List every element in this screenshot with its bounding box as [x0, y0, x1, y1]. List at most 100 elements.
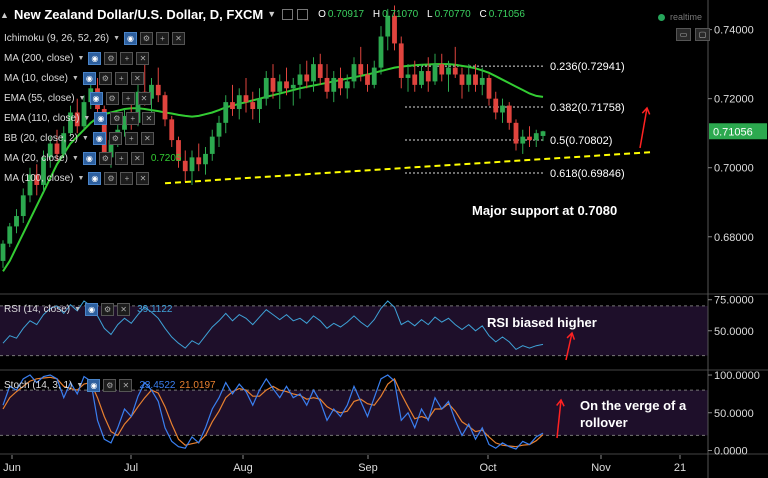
candle-body [432, 64, 438, 82]
indicator-settings-icon[interactable]: ⚙ [140, 31, 153, 45]
candle-body [149, 84, 154, 99]
indicator-dropdown-icon[interactable]: ▼ [83, 114, 91, 122]
candle-body [527, 136, 532, 141]
maximize-icon[interactable]: ▢ [695, 28, 710, 41]
indicator-eye-icon[interactable]: ◉ [94, 111, 108, 125]
indicator-label[interactable]: MA (20, close) [4, 152, 68, 164]
indicator-add-icon[interactable]: + [121, 91, 135, 105]
indicator-dropdown-icon[interactable]: ▼ [71, 74, 79, 82]
indicator-eye-icon[interactable]: ◉ [89, 91, 103, 105]
stoch-settings-icon[interactable]: ⚙ [103, 378, 117, 392]
indicator-add-icon[interactable]: + [124, 131, 138, 145]
indicator-add-icon[interactable]: + [114, 151, 128, 165]
indicator-eye-icon[interactable]: ◉ [88, 171, 102, 185]
price-tick-label: 0.68000 [714, 232, 754, 244]
collapse-icon[interactable]: ▲ [0, 10, 9, 20]
price-tick-label: 0.74000 [714, 25, 754, 37]
indicator-settings-icon[interactable]: ⚙ [110, 111, 124, 125]
indicator-close-icon[interactable]: ✕ [172, 31, 185, 45]
symbol-title[interactable]: New Zealand Dollar/U.S. Dollar, D, FXCM [14, 6, 264, 22]
stoch-close-icon[interactable]: ✕ [119, 378, 133, 392]
candle-body [473, 74, 478, 85]
indicator-settings-icon[interactable]: ⚙ [98, 71, 112, 85]
rsi-eye-icon[interactable]: ◉ [85, 302, 99, 316]
indicator-add-icon[interactable]: + [114, 71, 128, 85]
indicator-eye-icon[interactable]: ◉ [92, 131, 106, 145]
indicator-close-icon[interactable]: ✕ [140, 131, 154, 145]
time-tick-label: Jul [124, 462, 138, 474]
indicator-settings-icon[interactable]: ⚙ [108, 131, 122, 145]
candle-body [277, 81, 283, 92]
indicator-close-icon[interactable]: ✕ [130, 71, 144, 85]
indicator-eye-icon[interactable]: ◉ [82, 71, 96, 85]
indicator-add-icon[interactable]: + [126, 111, 140, 125]
indicator-dropdown-icon[interactable]: ▼ [77, 174, 85, 182]
candle-body [324, 77, 330, 92]
indicator-add-icon[interactable]: + [120, 171, 134, 185]
price-up-arrow-head [641, 106, 651, 115]
indicator-dropdown-icon[interactable]: ▼ [71, 154, 79, 162]
candle-body [385, 15, 391, 37]
indicator-dropdown-icon[interactable]: ▼ [77, 54, 85, 62]
candle-body [74, 112, 80, 127]
candle-body [169, 119, 175, 141]
indicator-label[interactable]: MA (200, close) [4, 52, 74, 64]
indicator-add-icon[interactable]: + [156, 31, 169, 45]
indicator-close-icon[interactable]: ✕ [130, 151, 144, 165]
candle-body [452, 67, 458, 75]
indicator-settings-icon[interactable]: ⚙ [104, 51, 118, 65]
stoch-label[interactable]: Stoch (14, 3, 1) [4, 379, 73, 391]
indicator-dropdown-icon[interactable]: ▼ [113, 34, 120, 42]
indicator-close-icon[interactable]: ✕ [136, 51, 150, 65]
indicator-close-icon[interactable]: ✕ [137, 91, 151, 105]
candle-body [405, 74, 411, 78]
indicator-settings-icon[interactable]: ⚙ [105, 91, 119, 105]
indicator-label[interactable]: MA (10, close) [4, 72, 68, 84]
price-tick-label: 0.72000 [714, 94, 754, 106]
restore-icon[interactable]: ▭ [676, 28, 691, 41]
indicator-settings-icon[interactable]: ⚙ [104, 171, 118, 185]
candle-body [513, 122, 519, 144]
settings-box-icon[interactable] [282, 8, 294, 20]
stoch-tick-label: 100.0000 [714, 370, 760, 382]
time-tick-label: 21 [674, 462, 686, 474]
indicator-label[interactable]: EMA (55, close) [4, 92, 75, 104]
symbol-dropdown-icon[interactable]: ▼ [267, 9, 277, 19]
indicator-dropdown-icon[interactable]: ▼ [78, 94, 86, 102]
candle-body [270, 77, 276, 92]
indicator-dropdown-icon[interactable]: ▼ [81, 134, 89, 142]
stoch-d-value: 21.0197 [179, 379, 216, 391]
candle-body [398, 43, 404, 78]
stoch-dropdown-icon[interactable]: ▼ [76, 381, 84, 389]
candle-body [7, 226, 13, 244]
candle-body [540, 131, 546, 136]
indicator-label[interactable]: MA (100, close) [4, 172, 74, 184]
eye-box-icon[interactable] [297, 8, 309, 20]
candle-body [412, 74, 418, 85]
price-tick-label: 0.70000 [714, 163, 754, 175]
rsi-dropdown-icon[interactable]: ▼ [74, 305, 82, 313]
rsi-settings-icon[interactable]: ⚙ [101, 302, 115, 316]
candle-body [108, 140, 114, 158]
indicator-eye-icon[interactable]: ◉ [88, 51, 102, 65]
rsi-close-icon[interactable]: ✕ [117, 302, 131, 316]
indicator-settings-icon[interactable]: ⚙ [98, 151, 112, 165]
indicator-eye-icon[interactable]: ◉ [124, 31, 137, 45]
indicator-label[interactable]: Ichimoku (9, 26, 52, 26) [4, 32, 110, 44]
indicator-row: MA (10, close) ▼ ◉ ⚙ + ✕ [4, 71, 147, 85]
rsi-label[interactable]: RSI (14, close) [4, 303, 71, 315]
indicator-label[interactable]: EMA (110, close) [4, 112, 80, 124]
indicator-eye-icon[interactable]: ◉ [82, 151, 96, 165]
fib-level-label: 0.5(0.70802) [550, 135, 612, 147]
time-axis: Jun Jul Aug Sep Oct Nov 21 [3, 455, 686, 474]
indicator-add-icon[interactable]: + [120, 51, 134, 65]
candle-body [27, 174, 33, 196]
close-value: 0.71056 [488, 8, 525, 20]
rsi-up-arrow [565, 332, 573, 361]
indicator-close-icon[interactable]: ✕ [142, 111, 156, 125]
indicator-close-icon[interactable]: ✕ [136, 171, 150, 185]
stoch-eye-icon[interactable]: ◉ [87, 378, 101, 392]
candle-body [34, 174, 40, 185]
indicator-label[interactable]: BB (20, close, 2) [4, 132, 78, 144]
